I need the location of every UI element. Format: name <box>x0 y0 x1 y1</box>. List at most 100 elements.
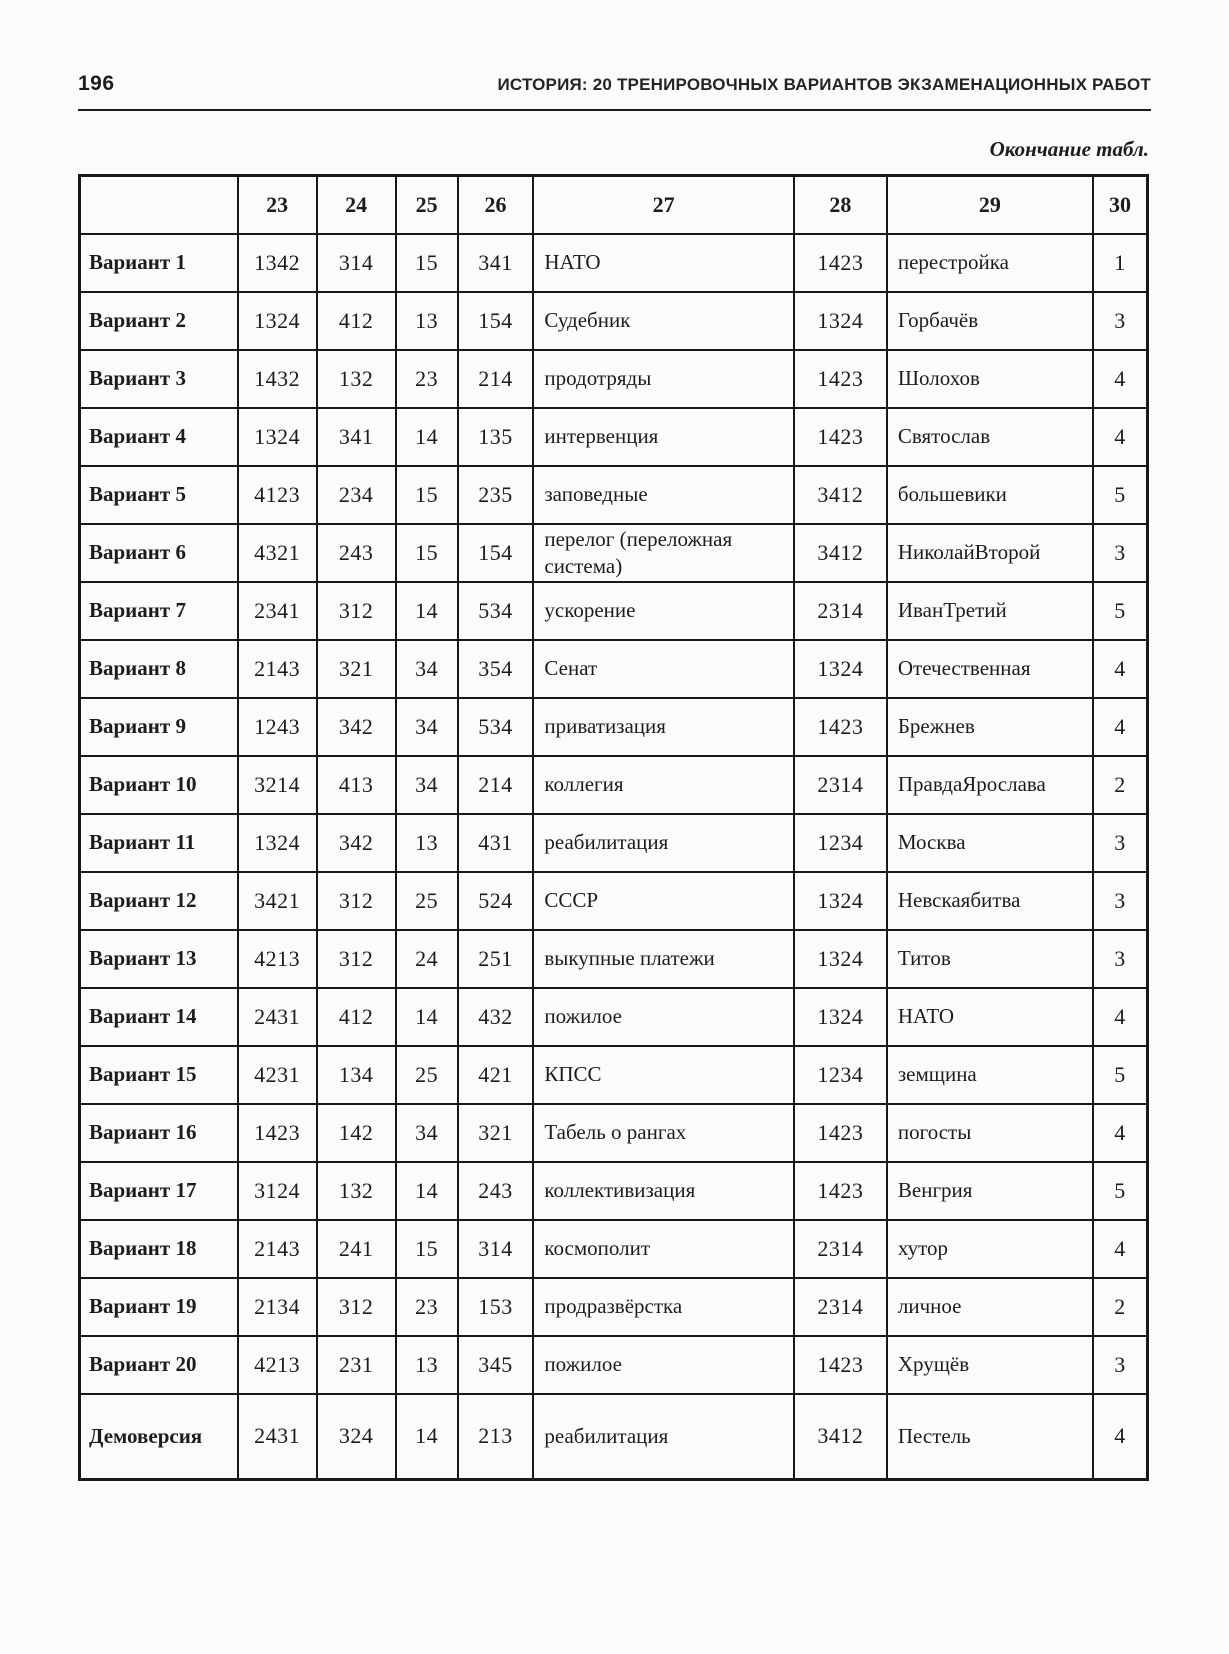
answer-cell-24: 231 <box>315 1334 397 1395</box>
answer-cell-23: 4213 <box>236 1334 318 1395</box>
answer-cell-29: перестройка <box>885 232 1094 293</box>
answer-cell-29: ИванТретий <box>885 580 1094 641</box>
answer-cell-26: 154 <box>456 290 535 351</box>
answer-cell-24: 314 <box>315 232 397 293</box>
answer-cell-30: 3 <box>1091 522 1149 583</box>
answer-cell-29: Пестель <box>885 1392 1094 1481</box>
answer-cell-27: выкупные платежи <box>532 928 795 989</box>
answer-cell-29: большевики <box>885 464 1094 525</box>
answer-cell-25: 13 <box>394 812 459 873</box>
answer-cell-28: 1324 <box>792 290 888 351</box>
answer-cell-30: 4 <box>1091 1218 1149 1279</box>
answer-cell-25: 34 <box>394 638 459 699</box>
answer-cell-30: 4 <box>1091 348 1149 409</box>
answer-cell-26: 153 <box>456 1276 535 1337</box>
table-row: Вариант 6 4321 243 15 154 перелог (перел… <box>78 522 1149 583</box>
answer-cell-26: 251 <box>456 928 535 989</box>
table-row: Вариант 8 2143 321 34 354 Сенат 1324 Оте… <box>78 638 1149 699</box>
answer-cell-29: земщина <box>885 1044 1094 1105</box>
answer-cell-23: 4321 <box>236 522 318 583</box>
answer-cell-24: 312 <box>315 1276 397 1337</box>
answer-cell-27: КПСС <box>532 1044 795 1105</box>
answer-cell-29: погосты <box>885 1102 1094 1163</box>
answer-cell-24: 142 <box>315 1102 397 1163</box>
answer-cell-30: 5 <box>1091 464 1149 525</box>
variant-label: Вариант 19 <box>78 1276 239 1337</box>
variant-label: Вариант 7 <box>78 580 239 641</box>
answer-cell-26: 432 <box>456 986 535 1047</box>
answer-cell-30: 3 <box>1091 812 1149 873</box>
answer-cell-27: Сенат <box>532 638 795 699</box>
answer-cell-26: 214 <box>456 348 535 409</box>
answer-cell-23: 3214 <box>236 754 318 815</box>
answers-table: 23 24 25 26 27 28 29 30 Вариант 1 1342 3… <box>78 174 1149 1481</box>
answer-cell-27: продотряды <box>532 348 795 409</box>
table-row: Вариант 12 3421 312 25 524 СССР 1324 Нев… <box>78 870 1149 931</box>
answer-cell-25: 14 <box>394 1160 459 1221</box>
answer-cell-30: 4 <box>1091 986 1149 1047</box>
answer-cell-28: 1423 <box>792 1334 888 1395</box>
answer-cell-23: 4231 <box>236 1044 318 1105</box>
answer-cell-26: 345 <box>456 1334 535 1395</box>
table-row: Демоверсия 2431 324 14 213 реабилитация … <box>78 1392 1149 1481</box>
variant-label: Вариант 6 <box>78 522 239 583</box>
answer-cell-26: 431 <box>456 812 535 873</box>
answer-cell-30: 3 <box>1091 290 1149 351</box>
answer-cell-23: 1432 <box>236 348 318 409</box>
table-row: Вариант 4 1324 341 14 135 интервенция 14… <box>78 406 1149 467</box>
answer-cell-28: 1324 <box>792 986 888 1047</box>
variant-label: Вариант 11 <box>78 812 239 873</box>
variant-label: Вариант 3 <box>78 348 239 409</box>
table-row: Вариант 18 2143 241 15 314 космополит 23… <box>78 1218 1149 1279</box>
answer-cell-27: приватизация <box>532 696 795 757</box>
table-row: Вариант 16 1423 142 34 321 Табель о ранг… <box>78 1102 1149 1163</box>
answer-cell-27: реабилитация <box>532 812 795 873</box>
variant-label: Вариант 17 <box>78 1160 239 1221</box>
variant-label: Вариант 13 <box>78 928 239 989</box>
answer-cell-23: 2431 <box>236 986 318 1047</box>
answer-cell-29: личное <box>885 1276 1094 1337</box>
answer-cell-23: 2143 <box>236 638 318 699</box>
answer-cell-27: космополит <box>532 1218 795 1279</box>
answers-table-body: Вариант 1 1342 314 15 341 НАТО 1423 пере… <box>78 232 1149 1481</box>
table-row: Вариант 19 2134 312 23 153 продразвёрстк… <box>78 1276 1149 1337</box>
answer-cell-24: 321 <box>315 638 397 699</box>
variant-label: Вариант 9 <box>78 696 239 757</box>
variant-label: Вариант 10 <box>78 754 239 815</box>
answer-cell-24: 312 <box>315 928 397 989</box>
answer-cell-25: 14 <box>394 406 459 467</box>
answer-cell-30: 5 <box>1091 1160 1149 1221</box>
answer-cell-23: 4123 <box>236 464 318 525</box>
answer-cell-28: 1423 <box>792 232 888 293</box>
variant-label: Вариант 15 <box>78 1044 239 1105</box>
answer-cell-30: 4 <box>1091 406 1149 467</box>
table-row: Вариант 9 1243 342 34 534 приватизация 1… <box>78 696 1149 757</box>
answer-cell-25: 25 <box>394 870 459 931</box>
variant-label: Вариант 14 <box>78 986 239 1047</box>
answer-cell-29: хутор <box>885 1218 1094 1279</box>
answer-cell-25: 13 <box>394 1334 459 1395</box>
answer-cell-27: ускорение <box>532 580 795 641</box>
header-rule <box>78 109 1151 111</box>
answer-cell-28: 1324 <box>792 928 888 989</box>
answer-cell-30: 4 <box>1091 1392 1149 1481</box>
answer-cell-23: 1324 <box>236 812 318 873</box>
answer-cell-27: перелог (переложная система) <box>532 522 795 583</box>
answer-cell-30: 4 <box>1091 696 1149 757</box>
answer-cell-24: 132 <box>315 1160 397 1221</box>
answer-cell-25: 14 <box>394 1392 459 1481</box>
answer-cell-29: Святослав <box>885 406 1094 467</box>
answer-cell-23: 2143 <box>236 1218 318 1279</box>
answer-cell-23: 1342 <box>236 232 318 293</box>
answer-cell-30: 3 <box>1091 928 1149 989</box>
answer-cell-24: 312 <box>315 870 397 931</box>
answer-cell-27: Табель о рангах <box>532 1102 795 1163</box>
column-header-28: 28 <box>792 174 888 235</box>
answer-cell-26: 235 <box>456 464 535 525</box>
variant-label: Вариант 4 <box>78 406 239 467</box>
answer-cell-27: интервенция <box>532 406 795 467</box>
answer-cell-23: 3124 <box>236 1160 318 1221</box>
answer-cell-24: 312 <box>315 580 397 641</box>
answer-cell-23: 1324 <box>236 290 318 351</box>
answer-cell-30: 1 <box>1091 232 1149 293</box>
